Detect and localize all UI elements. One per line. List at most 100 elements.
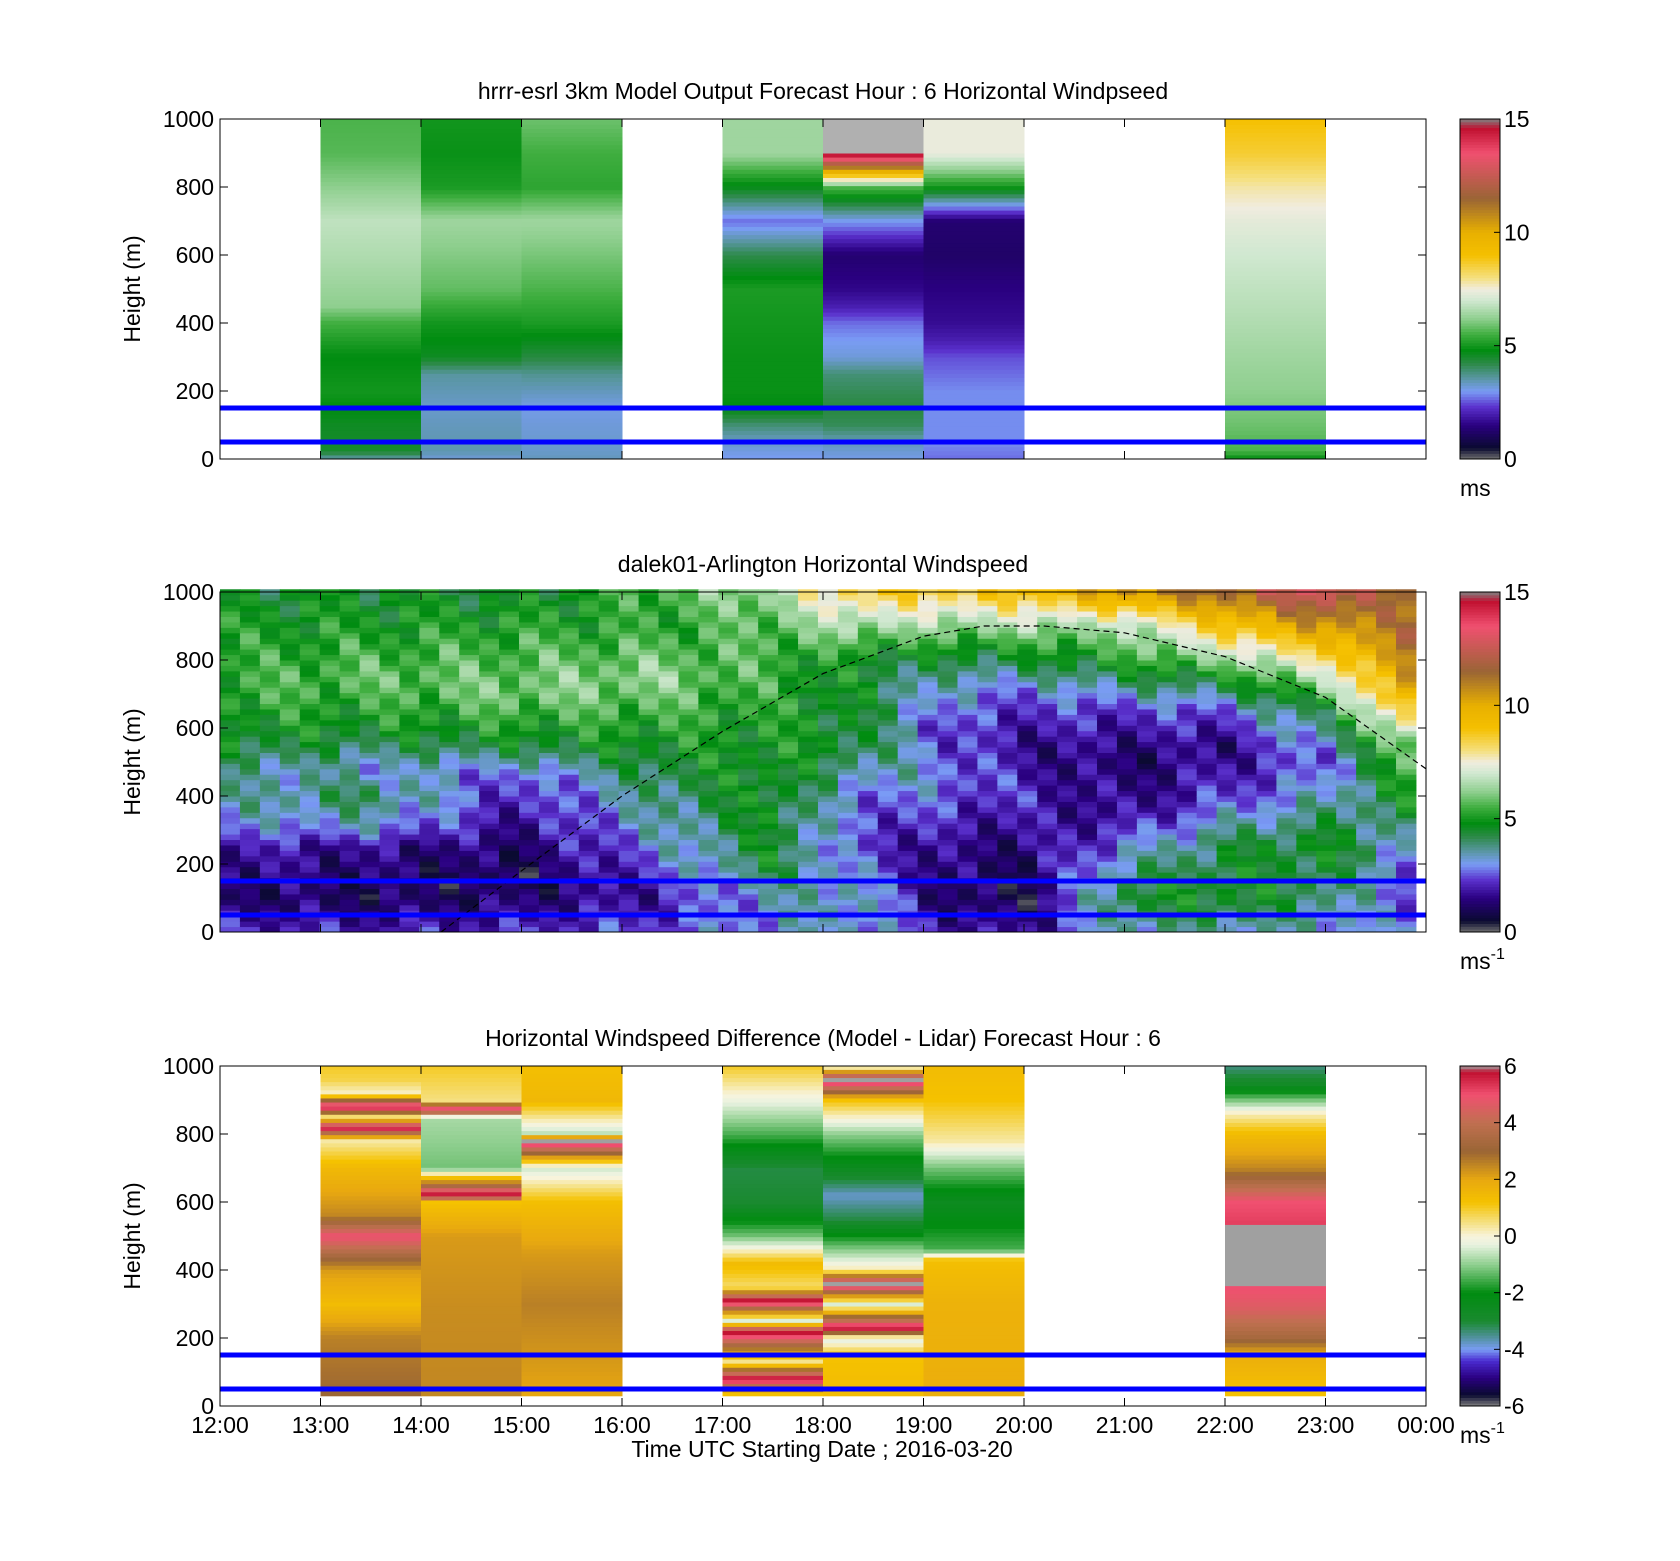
heatmap-cell bbox=[259, 785, 281, 792]
heatmap-cell bbox=[638, 611, 660, 617]
heatmap-cell bbox=[977, 632, 998, 639]
heatmap-cell bbox=[1336, 855, 1357, 862]
heatmap-cell bbox=[220, 834, 241, 841]
heatmap-cell bbox=[798, 796, 819, 802]
heatmap-cell bbox=[1376, 649, 1397, 656]
heatmap-cell bbox=[479, 719, 500, 726]
heatmap-cell bbox=[421, 197, 522, 203]
heatmap-cell bbox=[658, 692, 679, 699]
heatmap-cell bbox=[718, 714, 739, 721]
colorbar-segment bbox=[1460, 906, 1500, 910]
heatmap-cell bbox=[1116, 796, 1138, 802]
heatmap-cell bbox=[618, 812, 640, 819]
heatmap-cell bbox=[1256, 844, 1277, 851]
heatmap-cell bbox=[339, 660, 361, 666]
heatmap-cell bbox=[658, 872, 679, 879]
heatmap-cell bbox=[379, 687, 400, 694]
colorbar-segment bbox=[1460, 929, 1500, 933]
heatmap-cell bbox=[877, 872, 899, 879]
heatmap-cell bbox=[259, 883, 281, 889]
heatmap-cell bbox=[319, 888, 341, 895]
heatmap-cell bbox=[479, 812, 500, 819]
heatmap-cell bbox=[598, 703, 620, 710]
heatmap-cell bbox=[1057, 915, 1078, 922]
heatmap-cell bbox=[678, 632, 699, 639]
heatmap-cell bbox=[1216, 708, 1238, 715]
heatmap-cell bbox=[738, 806, 759, 813]
heatmap-cell bbox=[259, 763, 281, 770]
heatmap-cell bbox=[359, 741, 380, 748]
colorbar-segment bbox=[1460, 750, 1500, 754]
heatmap-cell bbox=[1256, 850, 1277, 857]
heatmap-cell bbox=[1376, 698, 1397, 705]
panel-1-colorbar-unit-base: ms bbox=[1460, 475, 1491, 501]
heatmap-cell bbox=[1097, 757, 1118, 764]
heatmap-cell bbox=[1057, 844, 1078, 851]
heatmap-cell bbox=[1057, 796, 1078, 802]
heatmap-cell bbox=[1336, 850, 1357, 857]
heatmap-cell bbox=[917, 904, 939, 911]
heatmap-cell bbox=[1057, 621, 1078, 628]
heatmap-cell bbox=[817, 654, 839, 661]
heatmap-cell bbox=[923, 365, 1025, 370]
heatmap-cell bbox=[578, 915, 600, 922]
heatmap-cell bbox=[239, 687, 261, 694]
heatmap-cell bbox=[1316, 632, 1337, 639]
heatmap-cell bbox=[538, 823, 560, 830]
heatmap-cell bbox=[419, 747, 440, 753]
heatmap-cell bbox=[499, 855, 520, 862]
colorbar-segment bbox=[1460, 257, 1500, 262]
heatmap-cell bbox=[339, 649, 361, 656]
heatmap-cell bbox=[1136, 660, 1158, 666]
heatmap-cell bbox=[1225, 181, 1326, 187]
heatmap-cell bbox=[439, 654, 460, 661]
heatmap-cell bbox=[521, 275, 623, 280]
heatmap-cell bbox=[319, 763, 341, 770]
heatmap-cell bbox=[1316, 649, 1337, 656]
heatmap-cell bbox=[598, 698, 620, 705]
heatmap-cell bbox=[817, 834, 839, 841]
heatmap-cell bbox=[421, 287, 522, 293]
heatmap-cell bbox=[722, 1367, 824, 1372]
heatmap-cell bbox=[658, 817, 679, 824]
heatmap-cell bbox=[1136, 796, 1158, 802]
heatmap-cell bbox=[1225, 246, 1326, 252]
heatmap-cell bbox=[1256, 834, 1277, 841]
heatmap-cell bbox=[877, 670, 899, 677]
heatmap-cell bbox=[1057, 643, 1078, 650]
heatmap-cell bbox=[638, 899, 660, 906]
colorbar-segment bbox=[1460, 594, 1500, 599]
heatmap-cell bbox=[279, 676, 301, 683]
heatmap-cell bbox=[320, 1334, 422, 1340]
heatmap-cell bbox=[997, 747, 1018, 753]
heatmap-cell bbox=[1136, 632, 1158, 639]
heatmap-cell bbox=[798, 747, 819, 753]
heatmap-cell bbox=[320, 1253, 422, 1258]
heatmap-cell bbox=[1017, 708, 1038, 715]
heatmap-cell bbox=[1037, 823, 1058, 830]
heatmap-cell bbox=[419, 774, 440, 781]
heatmap-cell bbox=[897, 768, 919, 775]
heatmap-cell bbox=[399, 643, 420, 650]
heatmap-cell bbox=[379, 872, 400, 879]
heatmap-cell bbox=[1037, 714, 1058, 721]
heatmap-cell bbox=[399, 703, 420, 710]
heatmap-cell bbox=[1156, 899, 1178, 906]
heatmap-cell bbox=[937, 649, 959, 656]
heatmap-cell bbox=[1396, 850, 1417, 857]
heatmap-cell bbox=[658, 839, 679, 846]
heatmap-cell bbox=[937, 708, 959, 715]
colorbar-segment bbox=[1460, 289, 1500, 293]
heatmap-cell bbox=[758, 817, 779, 824]
heatmap-cell bbox=[1196, 660, 1218, 666]
heatmap-cell bbox=[578, 605, 600, 612]
heatmap-cell bbox=[937, 904, 959, 911]
heatmap-cell bbox=[837, 752, 859, 759]
heatmap-cell bbox=[521, 340, 623, 346]
heatmap-cell bbox=[1097, 915, 1118, 922]
heatmap-cell bbox=[738, 600, 759, 607]
heatmap-cell bbox=[1356, 801, 1377, 808]
heatmap-cell bbox=[1396, 730, 1417, 737]
heatmap-cell bbox=[320, 1142, 422, 1148]
heatmap-cell bbox=[722, 320, 824, 325]
